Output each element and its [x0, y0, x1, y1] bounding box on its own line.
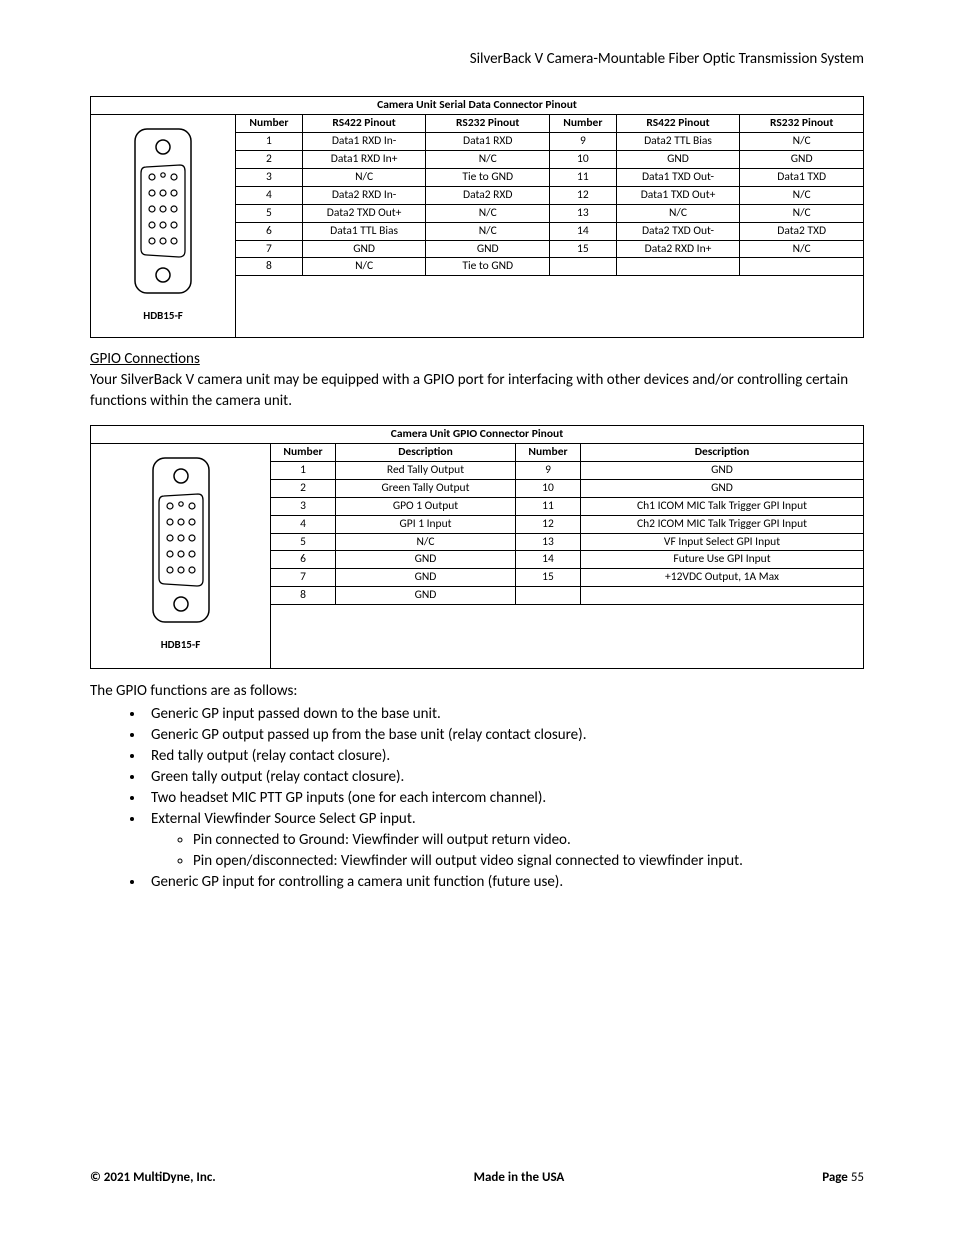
list-item: Two headset MIC PTT GP inputs (one for e… [145, 788, 864, 809]
col-header: Number [271, 443, 336, 461]
page-footer: © 2021 MultiDyne, Inc. Made in the USA P… [90, 1170, 864, 1185]
list-item: Red tally output (relay contact closure)… [145, 746, 864, 767]
serial-pinout-table: Camera Unit Serial Data Connector Pinout [90, 96, 864, 338]
col-header: RS232 Pinout [426, 114, 550, 132]
gpio-function-list: Generic GP input passed down to the base… [90, 704, 864, 893]
hdb15f-connector-icon [123, 123, 203, 298]
gpio-sublist: Pin connected to Ground: Viewfinder will… [151, 830, 864, 872]
gpio-pinout-table: Camera Unit GPIO Connector Pinout [90, 425, 864, 669]
footer-center: Made in the USA [474, 1170, 565, 1185]
list-item: Generic GP output passed up from the bas… [145, 725, 864, 746]
footer-copyright: © 2021 MultiDyne, Inc. [90, 1170, 216, 1185]
table-fill [236, 276, 864, 338]
gpio-func-lead: The GPIO functions are as follows: [90, 681, 864, 701]
gpio-heading: GPIO Connections [90, 350, 864, 368]
hdb15f-connector-icon [141, 452, 221, 627]
col-header: Description [581, 443, 864, 461]
list-item: Generic GP input for controlling a camer… [145, 872, 864, 893]
col-header: RS422 Pinout [616, 114, 740, 132]
connector-diagram: HDB15-F [99, 123, 227, 323]
col-header: RS422 Pinout [302, 114, 426, 132]
list-item: External Viewfinder Source Select GP inp… [145, 809, 864, 872]
list-item: Pin connected to Ground: Viewfinder will… [193, 830, 864, 851]
list-item: Pin open/disconnected: Viewfinder will o… [193, 851, 864, 872]
document-header: SilverBack V Camera-Mountable Fiber Opti… [90, 50, 864, 68]
footer-page: Page 55 [822, 1170, 864, 1185]
connector-label: HDB15-F [99, 638, 262, 652]
connector-diagram: HDB15-F [99, 452, 262, 652]
col-header: Number [236, 114, 303, 132]
col-header: Number [516, 443, 581, 461]
gpio-table-title: Camera Unit GPIO Connector Pinout [91, 425, 864, 443]
serial-table-title: Camera Unit Serial Data Connector Pinout [91, 97, 864, 115]
list-item: Green tally output (relay contact closur… [145, 767, 864, 788]
table-fill [271, 605, 864, 669]
gpio-intro: Your SilverBack V camera unit may be equ… [90, 370, 864, 411]
col-header: RS232 Pinout [740, 114, 864, 132]
connector-label: HDB15-F [99, 309, 227, 323]
col-header: Description [336, 443, 516, 461]
list-item: Generic GP input passed down to the base… [145, 704, 864, 725]
col-header: Number [550, 114, 617, 132]
